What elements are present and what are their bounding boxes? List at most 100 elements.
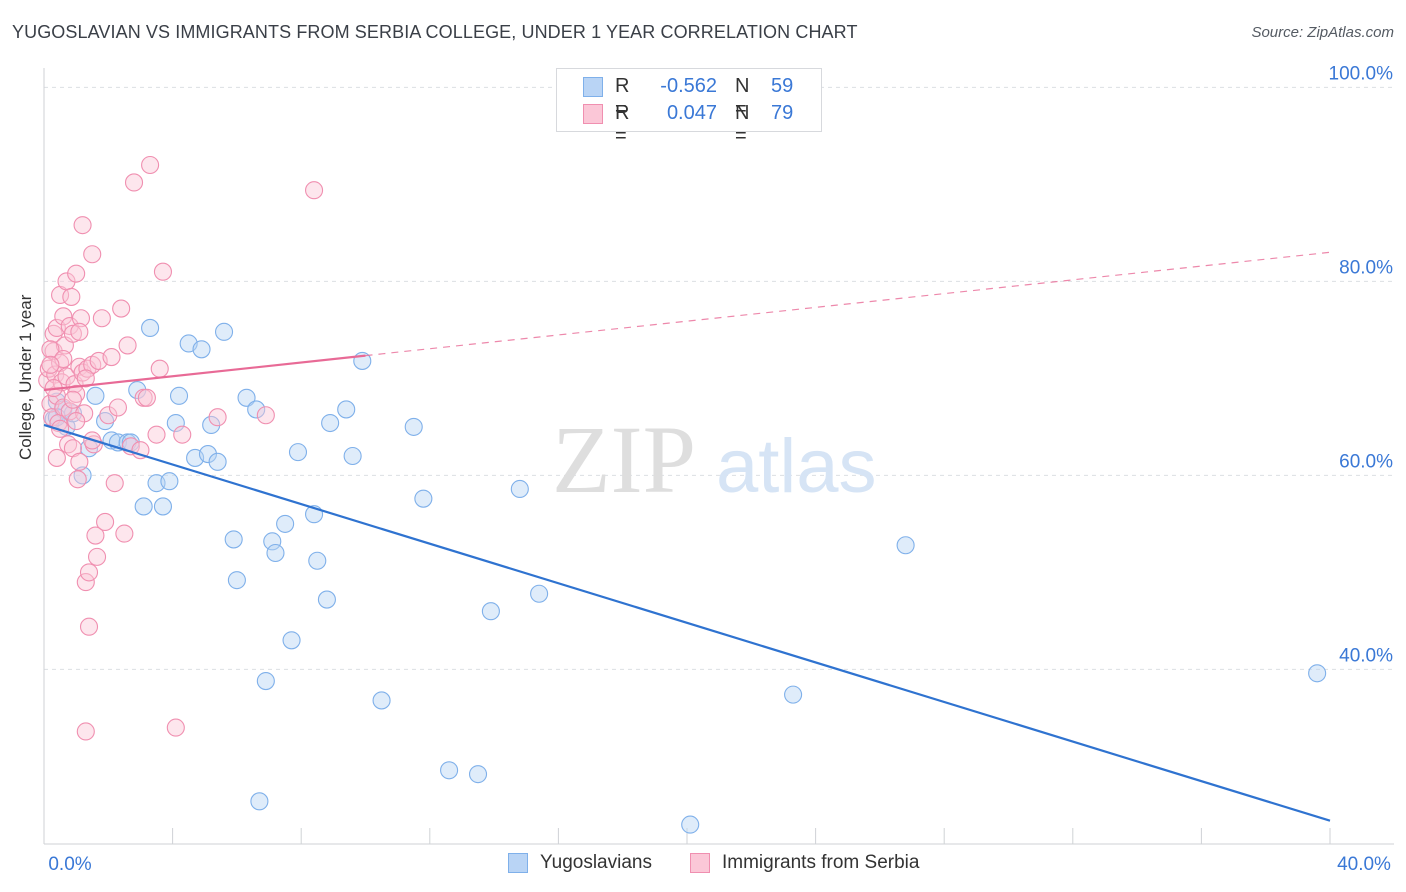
data-point[interactable]: [308, 551, 327, 570]
yugoslavians-legend-swatch: [508, 853, 528, 873]
data-point[interactable]: [208, 452, 227, 471]
data-point[interactable]: [530, 584, 549, 603]
data-point[interactable]: [68, 470, 87, 489]
data-point[interactable]: [510, 479, 529, 499]
data-point[interactable]: [76, 722, 95, 741]
data-point[interactable]: [256, 671, 275, 691]
data-point[interactable]: [321, 413, 340, 433]
data-point[interactable]: [166, 718, 185, 737]
data-point[interactable]: [343, 446, 362, 466]
data-point[interactable]: [70, 452, 89, 471]
data-point[interactable]: [227, 571, 246, 590]
data-point[interactable]: [317, 590, 336, 609]
data-point[interactable]: [153, 497, 173, 516]
data-point[interactable]: [481, 602, 500, 621]
data-point[interactable]: [147, 425, 166, 444]
data-point[interactable]: [256, 406, 275, 425]
data-point[interactable]: [79, 563, 99, 582]
series-yugoslavians: [44, 318, 1327, 834]
data-point[interactable]: [76, 573, 95, 592]
data-point[interactable]: [337, 400, 356, 419]
data-point[interactable]: [67, 384, 86, 403]
source-label: Source: ZipAtlas.com: [1251, 24, 1394, 41]
data-point[interactable]: [63, 324, 82, 343]
data-point[interactable]: [150, 359, 169, 378]
data-point[interactable]: [266, 543, 285, 563]
data-point[interactable]: [896, 536, 915, 555]
data-point[interactable]: [173, 425, 192, 444]
data-point[interactable]: [192, 340, 211, 359]
data-point[interactable]: [108, 398, 127, 417]
data-point[interactable]: [112, 299, 131, 318]
data-point[interactable]: [414, 489, 433, 508]
data-point[interactable]: [71, 309, 91, 328]
data-point[interactable]: [92, 309, 111, 328]
data-point[interactable]: [73, 216, 92, 235]
data-point[interactable]: [137, 388, 156, 407]
data-point[interactable]: [440, 761, 459, 780]
data-point[interactable]: [70, 322, 89, 341]
data-point[interactable]: [276, 514, 295, 533]
data-point[interactable]: [141, 318, 160, 338]
data-point[interactable]: [102, 348, 121, 367]
trend-line-serbia: [43, 354, 366, 392]
y-tick-label: 60.0%: [1339, 451, 1393, 472]
watermark-atlas: atlas: [716, 424, 877, 509]
legend-label: Immigrants from Serbia: [722, 852, 920, 873]
data-point[interactable]: [44, 324, 63, 343]
data-point[interactable]: [79, 617, 99, 636]
data-point[interactable]: [60, 402, 79, 421]
data-point[interactable]: [166, 413, 185, 433]
data-point[interactable]: [96, 412, 115, 431]
data-point[interactable]: [404, 417, 423, 436]
data-point[interactable]: [47, 448, 66, 467]
data-point[interactable]: [67, 412, 86, 431]
data-point[interactable]: [115, 524, 134, 543]
data-point[interactable]: [86, 526, 105, 545]
data-point[interactable]: [67, 264, 86, 283]
trend-layer: [43, 251, 1331, 822]
data-point[interactable]: [54, 307, 73, 326]
data-point[interactable]: [96, 512, 115, 532]
y-tick-label: 40.0%: [1339, 645, 1393, 666]
data-point[interactable]: [87, 547, 107, 566]
data-point[interactable]: [99, 406, 118, 425]
data-point[interactable]: [237, 388, 256, 407]
data-point[interactable]: [1308, 664, 1327, 683]
data-point[interactable]: [141, 155, 160, 175]
data-point[interactable]: [214, 322, 234, 341]
data-point[interactable]: [250, 792, 269, 811]
data-point[interactable]: [263, 532, 282, 551]
data-point[interactable]: [224, 530, 243, 549]
serbia-legend-swatch: [690, 853, 710, 873]
data-point[interactable]: [63, 390, 82, 409]
yugoslavians-swatch: [583, 77, 603, 97]
data-point[interactable]: [124, 173, 144, 192]
data-point[interactable]: [83, 245, 102, 264]
data-point[interactable]: [153, 262, 173, 281]
data-point[interactable]: [372, 691, 391, 710]
data-point[interactable]: [198, 445, 218, 464]
data-point[interactable]: [208, 408, 227, 427]
data-point[interactable]: [305, 181, 324, 200]
data-point[interactable]: [169, 386, 189, 405]
data-point[interactable]: [681, 815, 700, 834]
data-point[interactable]: [41, 355, 60, 374]
data-point[interactable]: [247, 400, 266, 419]
data-point[interactable]: [62, 287, 81, 306]
data-point[interactable]: [282, 631, 301, 650]
y-tick-labels: 100.0% 80.0% 60.0% 40.0%: [1329, 63, 1394, 666]
data-point[interactable]: [118, 336, 137, 355]
y-axis-label: College, Under 1 year: [16, 294, 35, 460]
data-point[interactable]: [468, 765, 488, 784]
data-point[interactable]: [288, 443, 308, 462]
data-point[interactable]: [160, 472, 179, 491]
data-point[interactable]: [76, 369, 95, 388]
data-point[interactable]: [86, 386, 105, 405]
data-point[interactable]: [105, 474, 124, 493]
data-point[interactable]: [784, 685, 803, 704]
legend-label: Yugoslavians: [540, 852, 652, 873]
data-point[interactable]: [41, 340, 60, 359]
data-point[interactable]: [134, 497, 153, 516]
